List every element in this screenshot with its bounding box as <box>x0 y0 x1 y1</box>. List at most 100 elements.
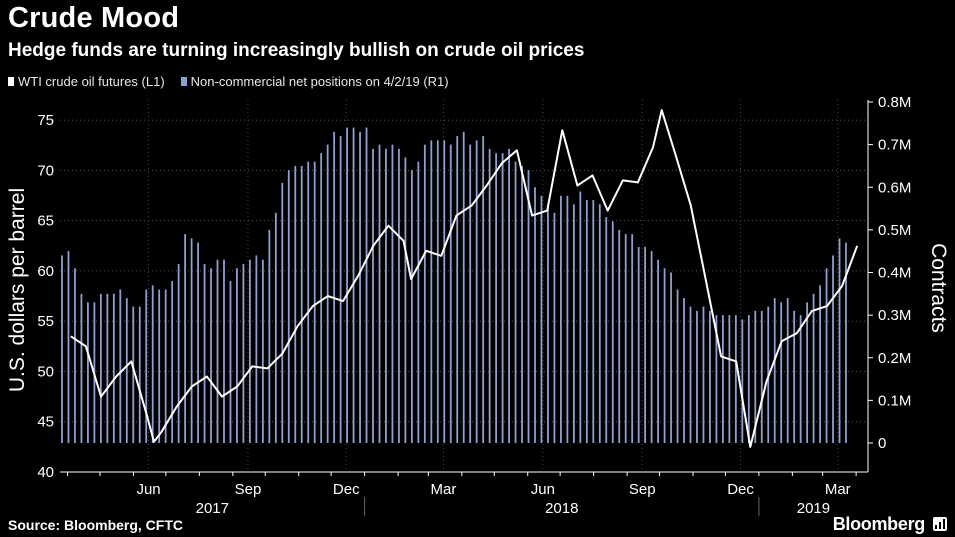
position-bar <box>365 127 368 443</box>
position-bar <box>611 221 614 443</box>
position-bar <box>482 136 485 443</box>
position-bar <box>177 263 180 443</box>
position-bar <box>242 263 245 443</box>
legend: WTI crude oil futures (L1) Non-commercia… <box>8 74 449 89</box>
position-bar <box>540 195 543 443</box>
position-bar <box>689 306 692 443</box>
position-bar <box>754 310 757 443</box>
y-right-tick-label: 0.2M <box>878 350 911 367</box>
position-bar <box>618 229 621 443</box>
position-bar <box>145 289 148 443</box>
legend-item-positions: Non-commercial net positions on 4/2/19 (… <box>180 74 449 89</box>
y-left-tick-label: 65 <box>37 213 54 230</box>
y-right-axis-title: Contracts <box>927 243 950 333</box>
position-bar <box>650 251 653 443</box>
position-bar <box>268 229 271 443</box>
position-bar <box>566 195 569 443</box>
position-bar <box>721 315 724 443</box>
x-tick-label: Sep <box>235 481 262 498</box>
legend-label-positions: Non-commercial net positions on 4/2/19 (… <box>190 74 449 89</box>
position-bar <box>605 217 608 443</box>
legend-swatch-positions <box>180 77 187 86</box>
position-bar <box>501 153 504 443</box>
position-bar <box>249 259 251 443</box>
x-tick-label: Jun <box>136 481 160 498</box>
legend-label-price: WTI crude oil futures (L1) <box>18 74 165 89</box>
position-bar <box>760 310 763 443</box>
chart-subtitle: Hedge funds are turning increasingly bul… <box>8 40 585 61</box>
position-bar <box>223 259 225 443</box>
position-bar <box>780 302 783 443</box>
position-bar <box>715 315 718 443</box>
position-bar <box>326 144 329 443</box>
position-bar <box>236 268 238 443</box>
position-bar <box>728 315 731 443</box>
source-note: Source: Bloomberg, CFTC <box>8 517 184 533</box>
position-bar <box>825 268 828 443</box>
y-right-tick-label: 0.3M <box>878 307 911 324</box>
position-bar <box>449 144 452 443</box>
position-bar <box>385 148 387 443</box>
position-bar <box>786 298 789 443</box>
position-bar <box>430 140 433 444</box>
position-bar <box>333 131 336 443</box>
position-bar <box>171 281 174 443</box>
y-left-tick-label: 40 <box>37 464 54 481</box>
x-tick-label: Sep <box>629 481 656 498</box>
position-bar <box>307 161 310 444</box>
position-bar <box>845 242 847 443</box>
position-bar <box>469 144 472 443</box>
position-bar <box>488 148 491 443</box>
position-bar <box>683 298 685 443</box>
y-right-tick-label: 0.5M <box>878 222 911 239</box>
position-bar <box>99 293 102 443</box>
position-bar <box>138 306 141 443</box>
y-right-tick-label: 0.1M <box>878 392 911 409</box>
position-bar <box>404 157 407 443</box>
x-year-label: 2017 <box>196 500 229 517</box>
legend-swatch-price <box>8 77 14 86</box>
position-bar <box>261 259 264 443</box>
position-bar <box>294 165 297 443</box>
position-bar <box>631 234 634 443</box>
position-bar <box>300 165 303 443</box>
position-bar <box>547 204 549 443</box>
x-tick-label: Jun <box>531 481 555 498</box>
position-bar <box>197 242 199 443</box>
x-tick-label: Mar <box>825 481 851 498</box>
position-bar <box>819 285 821 443</box>
position-bar <box>709 310 711 443</box>
brand-logo: Bloomberg <box>832 514 926 534</box>
position-bar <box>773 298 776 443</box>
position-bar <box>624 234 627 443</box>
position-bar <box>320 153 323 443</box>
position-bar <box>255 255 258 443</box>
position-bar <box>585 200 588 443</box>
y-left-tick-label: 50 <box>37 363 54 380</box>
position-bar <box>151 285 154 443</box>
y-left-tick-label: 45 <box>37 414 54 431</box>
y-right-tick-label: 0.8M <box>878 94 911 111</box>
position-bar <box>806 302 809 443</box>
legend-item-price: WTI crude oil futures (L1) <box>8 74 165 89</box>
x-tick-label: Mar <box>431 481 457 498</box>
position-bar <box>534 187 536 443</box>
position-bar <box>339 136 342 443</box>
position-bar <box>410 170 413 443</box>
position-bar <box>495 153 498 443</box>
position-bar <box>579 191 582 443</box>
position-bar <box>164 289 167 443</box>
position-bar <box>190 238 193 443</box>
position-bar <box>391 144 394 443</box>
position-bar <box>74 268 76 443</box>
position-bar <box>793 310 796 443</box>
position-bar <box>423 144 426 443</box>
position-bar <box>514 161 517 444</box>
position-bar <box>158 289 161 443</box>
position-bar <box>838 238 841 443</box>
position-bar <box>281 182 284 444</box>
position-bar <box>87 302 89 443</box>
position-bar <box>508 148 510 443</box>
position-bar <box>456 136 459 443</box>
